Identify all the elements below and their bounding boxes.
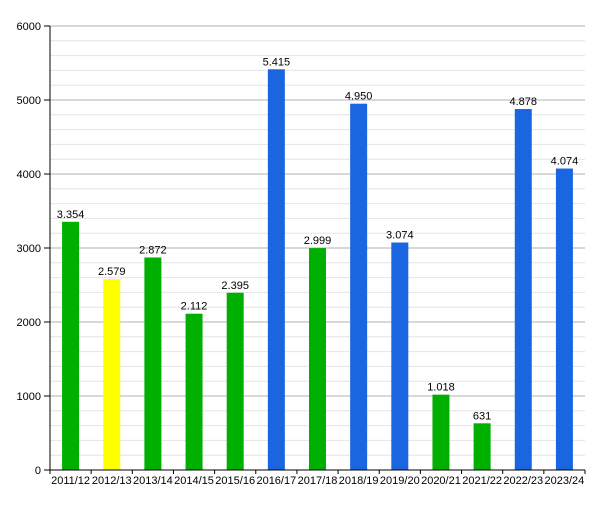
data-label: 631 xyxy=(473,410,491,422)
bar-2023-24 xyxy=(555,168,573,471)
data-label: 4.074 xyxy=(551,156,579,168)
bar-2018-19 xyxy=(350,103,368,470)
bar-2011-12 xyxy=(62,221,80,470)
data-label: 2.872 xyxy=(139,244,167,256)
data-label: 2.999 xyxy=(304,235,332,247)
x-tick-label: 2022/23 xyxy=(503,475,543,487)
bar-2016-17 xyxy=(267,69,285,470)
x-tick-label: 2023/24 xyxy=(545,475,585,487)
x-tick-label: 2017/18 xyxy=(298,475,338,487)
data-label: 3.074 xyxy=(386,230,414,242)
bar-2013-14 xyxy=(144,257,162,470)
data-labels: 3.354 2.579 2.872 2.112 2.395 5.415 2.999 4.950… xyxy=(57,56,578,422)
bar-2015-16 xyxy=(226,292,244,470)
data-label: 2.579 xyxy=(98,266,126,278)
data-label: 2.112 xyxy=(181,301,208,313)
x-tick-label: 2013/14 xyxy=(133,475,173,487)
x-tick-label: 2021/22 xyxy=(462,475,502,487)
data-label: 1.018 xyxy=(427,382,455,394)
y-tick-label: 3000 xyxy=(17,243,41,255)
y-tick-label: 0 xyxy=(35,465,41,477)
data-label: 4.950 xyxy=(345,91,373,103)
data-label: 2.395 xyxy=(221,280,249,292)
bar-2019-20 xyxy=(391,242,409,470)
data-label: 5.415 xyxy=(263,56,291,68)
data-label: 4.878 xyxy=(510,96,538,108)
bar-2014-15 xyxy=(185,313,203,470)
bar-2017-18 xyxy=(309,248,326,470)
bars xyxy=(62,69,573,471)
bar-2020-21 xyxy=(432,394,450,470)
x-tick-label: 2011/12 xyxy=(51,475,90,487)
y-tick-label: 2000 xyxy=(17,317,41,329)
y-tick-label: 5000 xyxy=(17,95,41,107)
x-tick-label: 2019/20 xyxy=(380,475,420,487)
y-tick-label: 4000 xyxy=(17,169,41,181)
bar-2022-23 xyxy=(514,109,532,470)
bar-2012-13 xyxy=(103,279,121,470)
x-tick-label: 2012/13 xyxy=(92,475,132,487)
x-tick-label: 2015/16 xyxy=(215,475,255,487)
x-tick-label: 2014/15 xyxy=(174,475,214,487)
x-tick-label: 2020/21 xyxy=(421,475,461,487)
x-tick-label: 2018/19 xyxy=(339,475,379,487)
bar-2021-22 xyxy=(473,423,491,470)
y-tick-label: 6000 xyxy=(17,21,41,33)
data-label: 3.354 xyxy=(57,209,85,221)
x-tick-label: 2016/17 xyxy=(256,475,296,487)
y-tick-label: 1000 xyxy=(17,391,41,403)
